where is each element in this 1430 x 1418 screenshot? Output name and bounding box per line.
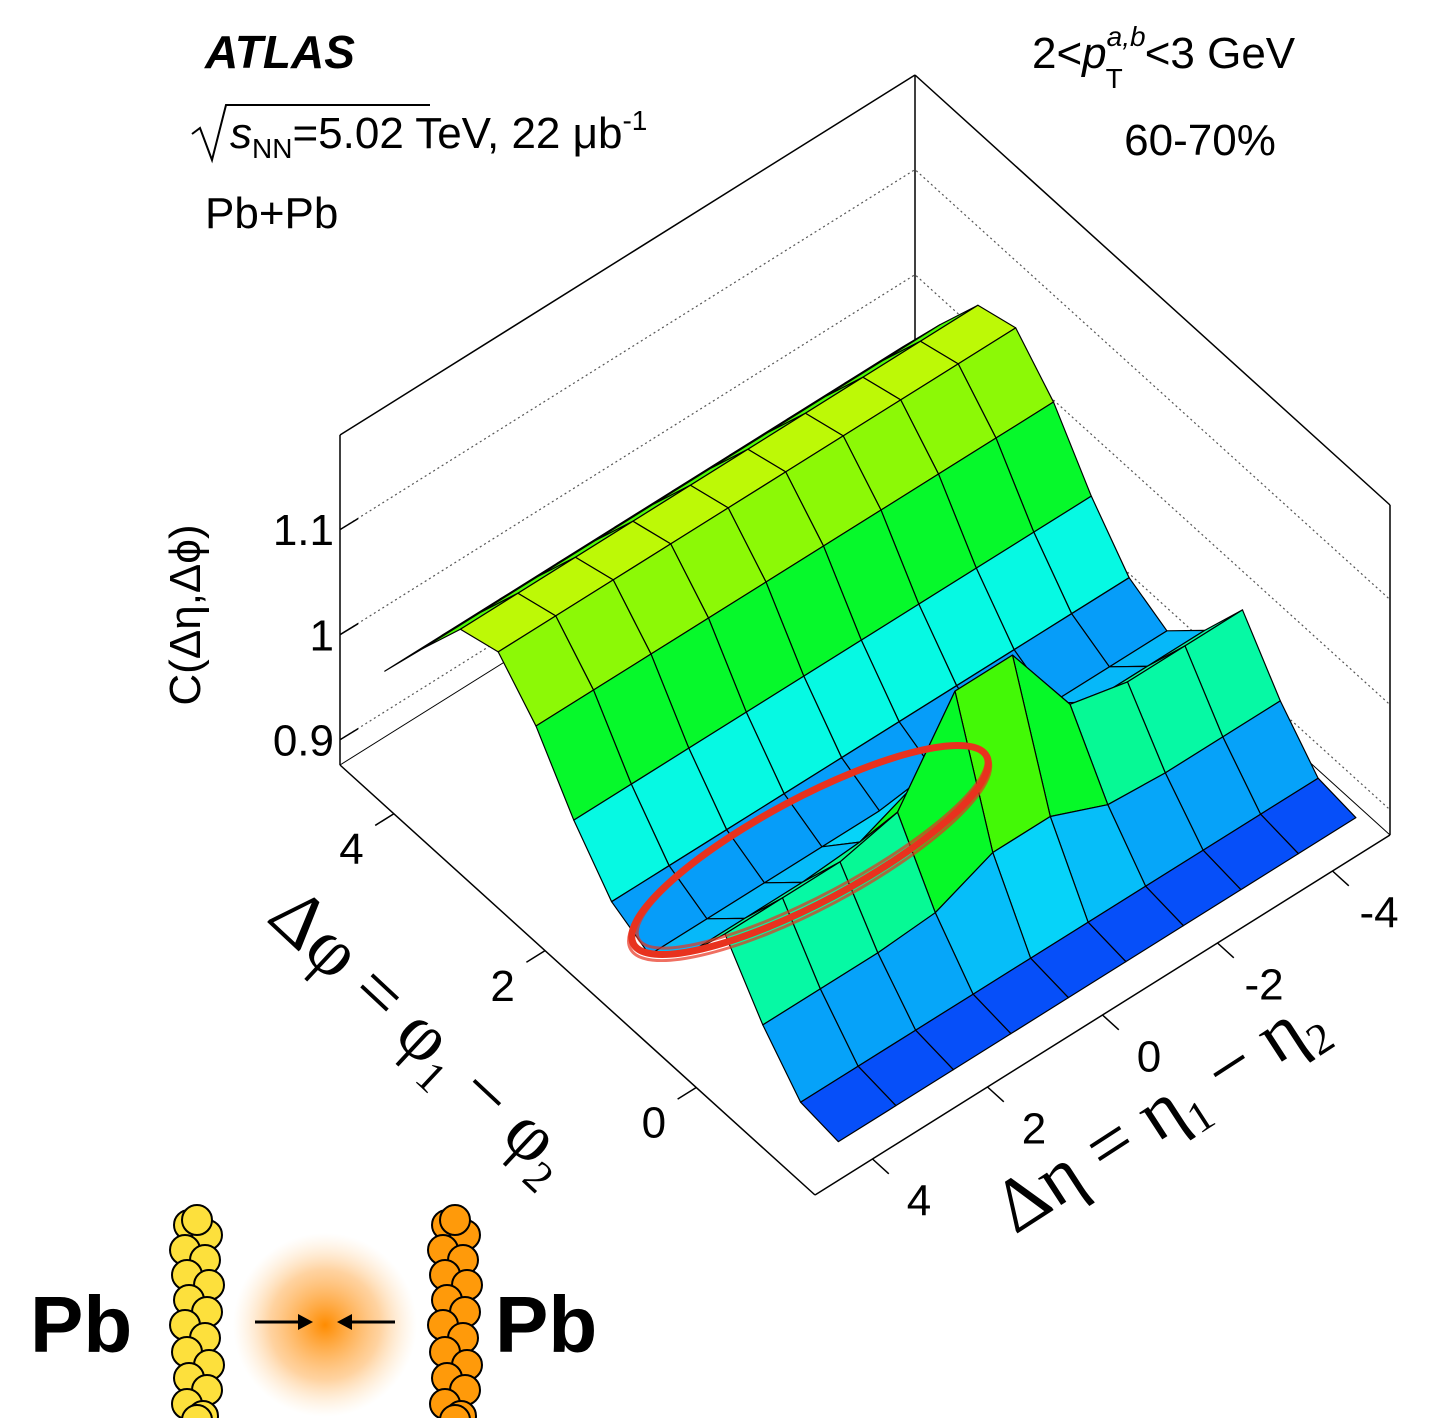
z-tick-label: 1.1 xyxy=(273,506,334,555)
pt-sub: T xyxy=(1106,63,1123,94)
y-tick-label: 4 xyxy=(339,825,363,874)
energy-text: =5.02 TeV, 22 μb xyxy=(292,109,622,158)
y-axis-title: Δφ = φ1 − φ2 xyxy=(247,871,593,1202)
inset-right: Pb xyxy=(495,1280,597,1369)
pt-pre: 2< xyxy=(1032,29,1082,78)
ylabel-lhs: Δφ = φ xyxy=(253,871,469,1081)
fireball xyxy=(233,1233,417,1417)
y-tick-label: 0 xyxy=(642,1099,666,1148)
energy-sub: NN xyxy=(252,133,292,164)
y-tick xyxy=(677,1086,697,1100)
nucleon xyxy=(439,1404,471,1418)
x-tick-label: -4 xyxy=(1359,889,1398,938)
surface xyxy=(384,304,1357,1143)
x-tick-label: 4 xyxy=(907,1177,931,1226)
x-tick xyxy=(1331,870,1350,887)
y-tick-label: 2 xyxy=(490,962,514,1011)
pt-cut: 2<pa,b T <3 GeV xyxy=(1032,21,1296,94)
nucleon xyxy=(439,1204,471,1236)
x-tick xyxy=(871,1158,890,1175)
sqrt-sign xyxy=(191,104,430,164)
z-axis-title: C(Δη,Δϕ) xyxy=(161,524,210,705)
x-tick xyxy=(986,1086,1005,1103)
energy: sNN=5.02 TeV, 22 μb-1 xyxy=(230,105,647,164)
x-tick xyxy=(1216,942,1235,959)
collision-inset: Pb Pb xyxy=(30,1204,597,1418)
box-edge xyxy=(914,74,1391,506)
highlight-ellipse xyxy=(627,741,993,963)
y-tick xyxy=(374,813,395,827)
grid-line xyxy=(339,168,1391,601)
centrality: 60-70% xyxy=(1124,116,1276,165)
experiment: ATLAS xyxy=(204,26,355,78)
x-tick-label: 2 xyxy=(1022,1105,1046,1154)
surface-cell xyxy=(799,1065,897,1143)
inset-left: Pb xyxy=(30,1280,132,1369)
x-tick-label: -2 xyxy=(1244,961,1283,1010)
nucleon xyxy=(181,1404,213,1418)
axes: 0.9 1 1.1 0 2 4 -4 -2 0 2 4 xyxy=(273,506,1399,1225)
z-tick xyxy=(339,623,359,636)
energy-s: s xyxy=(230,109,252,158)
system: Pb+Pb xyxy=(205,189,338,238)
x-tick-label: 0 xyxy=(1137,1033,1161,1082)
xlabel-lhs: Δη = η xyxy=(979,1065,1200,1249)
pt-sup: a,b xyxy=(1107,21,1146,52)
z-tick-label: 0.9 xyxy=(273,716,334,765)
nucleon xyxy=(181,1204,213,1236)
grid-line xyxy=(339,273,1391,706)
z-tick-label: 1 xyxy=(310,611,334,660)
pt-p: p xyxy=(1080,29,1106,78)
z-tick xyxy=(339,517,359,531)
y-tick xyxy=(526,949,546,963)
x-tick xyxy=(1101,1014,1120,1031)
box-edge xyxy=(339,74,916,436)
z-tick xyxy=(339,728,359,741)
arrow-head xyxy=(298,1314,313,1330)
pt-post: <3 GeV xyxy=(1145,29,1296,78)
axis-line xyxy=(339,764,816,1196)
arrow-head xyxy=(337,1314,352,1330)
energy-sup: -1 xyxy=(622,105,647,136)
